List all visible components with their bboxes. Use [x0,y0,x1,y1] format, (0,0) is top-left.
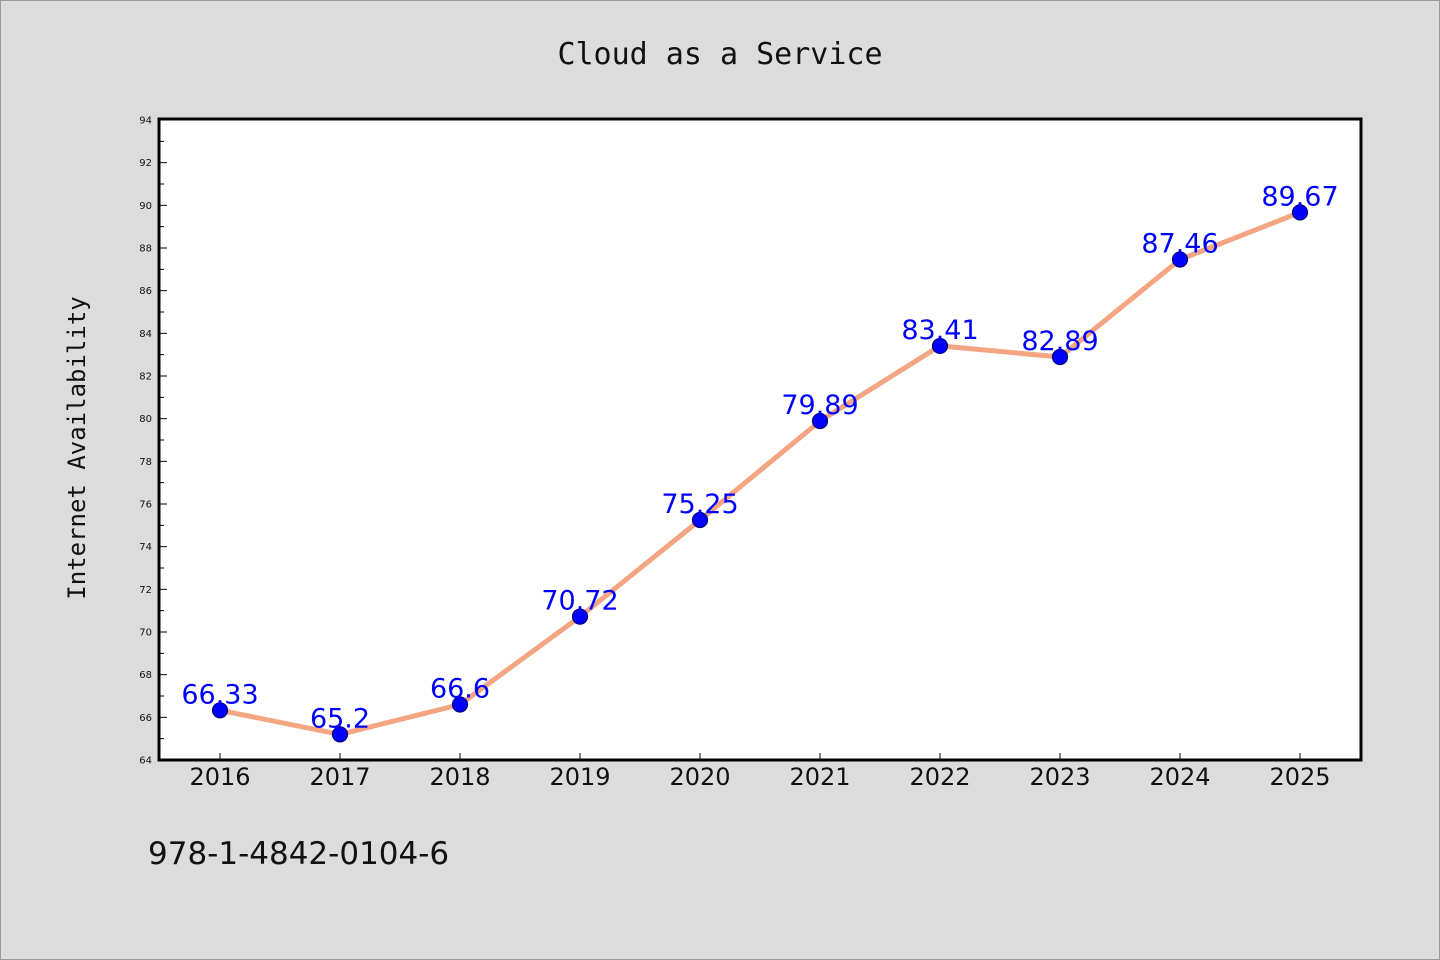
x-tick-label: 2017 [309,763,370,791]
x-tick-label: 2025 [1269,763,1330,791]
x-tick-label: 2022 [909,763,970,791]
data-point [1051,348,1069,366]
data-point [571,608,589,625]
y-tick-label: 64 [139,756,152,767]
data-label: 65.2 [310,703,370,734]
y-axis-label: Internet Availability [63,296,91,599]
data-label: 70.72 [541,586,618,617]
data-label: 87.46 [1141,229,1218,260]
data-label: 75.25 [661,489,738,520]
data-point [211,702,229,719]
y-tick-label: 90 [139,201,152,212]
isbn-footer: 978-1-4842-0104-6 [148,836,449,872]
chart-title: Cloud as a Service [557,37,882,72]
data-point [451,696,469,713]
x-tick-label: 2023 [1029,763,1090,791]
y-tick-label: 68 [139,670,152,681]
y-tick-label: 78 [139,457,152,468]
x-tick-label: 2016 [189,763,250,791]
data-point [691,511,709,529]
x-tick-label: 2018 [429,763,490,791]
x-tick-label: 2024 [1149,763,1210,791]
y-tick-label: 76 [139,500,152,511]
data-point [931,337,949,355]
y-tick-label: 74 [139,542,152,553]
data-label: 66.6 [430,674,490,705]
x-tick-label: 2021 [789,763,850,791]
data-point [1171,251,1189,268]
y-tick-label: 82 [139,372,152,383]
x-axis-ticks: 2016 2017 2018 2019 2020 2021 2022 2023 2024 2025 [189,753,1331,791]
x-tick-label: 2020 [669,763,730,791]
y-tick-label: 86 [139,286,152,297]
y-tick-label: 84 [139,329,152,340]
y-axis-ticks: 64 66 68 70 72 74 76 78 80 82 84 86 88 90 92 94 [139,116,167,767]
y-tick-label: 66 [139,713,152,724]
data-labels: 66.33 65.2 66.6 70.72 75.25 79.89 83.41 82.89 87… [181,181,1338,734]
data-point [1291,204,1309,221]
y-tick-label: 94 [139,116,152,127]
data-label: 79.89 [781,390,858,421]
data-points [211,204,1309,743]
data-label: 82.89 [1021,326,1098,357]
data-label: 83.41 [901,315,978,346]
series-line-group [217,209,1303,737]
x-tick-label: 2019 [549,763,610,791]
data-label: 89.67 [1261,181,1338,212]
data-label: 66.33 [181,679,258,710]
data-point [811,412,829,430]
y-tick-label: 80 [139,414,152,425]
y-tick-label: 70 [139,628,152,639]
series-line [217,209,1303,737]
y-tick-label: 72 [139,585,152,596]
y-tick-label: 88 [139,244,152,255]
y-tick-label: 92 [139,158,152,169]
data-point [331,726,349,743]
plot-area [157,117,1363,762]
